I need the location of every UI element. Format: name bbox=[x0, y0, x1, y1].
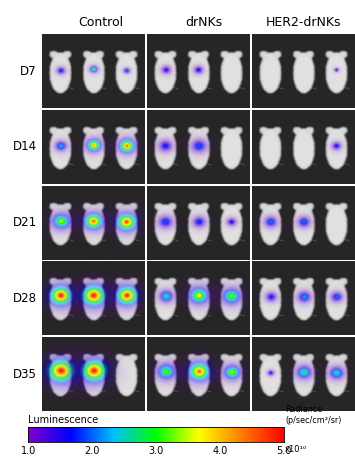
Text: 3.0: 3.0 bbox=[149, 445, 164, 456]
Text: D28: D28 bbox=[13, 292, 37, 305]
Text: 2.0: 2.0 bbox=[84, 445, 100, 456]
Text: 4.0: 4.0 bbox=[213, 445, 228, 456]
Text: Luminescence: Luminescence bbox=[28, 415, 99, 425]
Text: Control: Control bbox=[78, 16, 124, 29]
Text: D14: D14 bbox=[13, 140, 37, 153]
Text: x10¹⁰: x10¹⁰ bbox=[285, 444, 307, 454]
Text: D35: D35 bbox=[13, 368, 37, 381]
Text: D21: D21 bbox=[13, 216, 37, 229]
Text: Radiance
(p/sec/cm²/sr): Radiance (p/sec/cm²/sr) bbox=[285, 405, 342, 425]
Text: 5.0: 5.0 bbox=[276, 445, 292, 456]
Text: drNKs: drNKs bbox=[186, 16, 223, 29]
Text: 1.0: 1.0 bbox=[21, 445, 36, 456]
Text: HER2-drNKs: HER2-drNKs bbox=[266, 16, 341, 29]
Text: D7: D7 bbox=[20, 64, 37, 77]
